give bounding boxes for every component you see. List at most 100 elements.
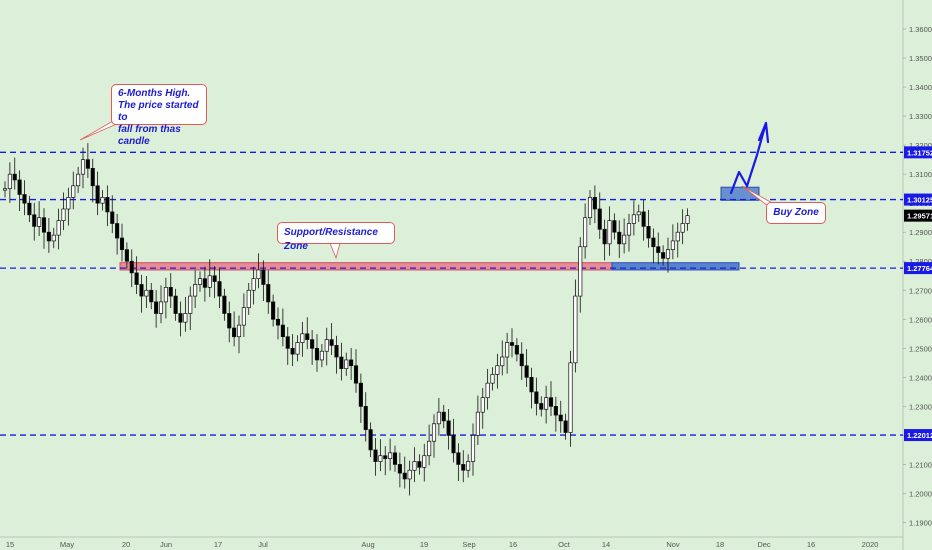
candle-body [407,469,412,480]
candle-body [558,414,563,422]
candle-body [232,327,237,338]
candle-body [656,246,661,253]
candle-body [509,342,515,346]
candle-body [392,452,398,465]
candle-body [56,220,61,236]
candle-body [149,289,154,303]
candle-body [105,197,110,213]
x-tick-label: 18 [716,540,724,549]
candle-body [46,231,51,242]
support-resistance-zone [119,262,613,271]
candle-body [22,194,27,204]
candle-body [85,159,90,169]
y-tick-label: 1.32000 [909,141,932,150]
candle-body [587,197,593,219]
candle-body [329,339,334,346]
candle-body [631,214,636,224]
candle-body [597,208,602,230]
candle-body [173,295,178,314]
x-tick-label: 16 [807,540,815,549]
candle-body [280,324,285,338]
candle-body [100,197,105,204]
candle-body [290,347,295,355]
level-price-label: 1.30125 [907,196,932,205]
x-tick-label: 15 [6,540,14,549]
candle-body [500,356,505,367]
candle-body [90,168,95,187]
candle-body [505,342,510,358]
x-tick-label: May [60,540,74,549]
candle-body [139,284,144,297]
y-tick-label: 1.25000 [909,344,932,353]
x-tick-label: Dec [757,540,771,549]
candle-body [592,197,597,210]
candle-body [563,420,568,433]
candle-body [431,423,437,442]
candle-body [266,284,271,303]
candle-body [271,301,276,320]
candle-body [675,231,680,242]
candle-body [241,307,246,326]
candle-body [7,173,12,190]
x-tick-label: Oct [558,540,571,549]
y-tick-label: 1.23000 [909,402,932,411]
candle-body [37,217,42,227]
candle-body [685,215,690,224]
candle-body [17,179,22,195]
x-tick-label: Nov [666,540,680,549]
candle-body [661,252,666,259]
current-price-label-bg [904,209,932,222]
candle-body [163,287,168,303]
candle-body [602,228,607,245]
candle-body [670,240,675,250]
candle-body [568,362,573,433]
y-tick-label: 1.27000 [909,286,932,295]
candle-body [427,440,432,457]
annotation-support-resistance-zone: Support/Resistance Zone [277,222,395,252]
forecast-path [729,121,768,195]
candle-body [71,185,76,198]
candle-body [470,435,476,462]
candle-body [295,342,300,355]
candle-body [158,301,164,314]
candle-body [383,455,388,459]
candle-body [388,452,393,459]
candle-body [202,278,207,288]
candle-body [514,345,519,355]
candle-body [358,382,363,407]
candle-body [95,185,100,204]
y-tick-label: 1.33000 [909,112,932,121]
candle-body [397,464,402,474]
candle-body [553,406,558,416]
candle-body [319,350,324,361]
candle-body [144,289,149,297]
candle-body [110,211,115,224]
annotation-buy-zone: Buy Zone [766,202,826,224]
y-tick-label: 1.29000 [909,228,932,237]
candle-body [212,275,217,282]
candle-body [378,455,383,462]
y-tick-label: 1.24000 [909,373,932,382]
y-tick-label: 1.31000 [909,170,932,179]
candle-body [207,275,212,288]
candle-body [246,289,251,309]
level-price-label: 1.22012 [907,431,932,440]
candle-body [368,429,373,451]
y-tick-label: 1.28000 [909,257,932,266]
candle-body [617,231,622,245]
level-price-label: 1.31752 [907,148,932,157]
candle-body [115,223,120,239]
candle-body [665,249,671,259]
candle-body [344,359,349,369]
candle-body [578,246,583,297]
candle-body [256,269,261,280]
current-price-label: 1.29571 [907,212,932,221]
level-price-label-bg [904,193,932,206]
x-tick-label: Jun [160,540,172,549]
candle-body [417,461,422,468]
candle-body [324,339,329,352]
candle-body [529,377,534,393]
candle-body [466,461,471,471]
candle-body [519,353,524,367]
